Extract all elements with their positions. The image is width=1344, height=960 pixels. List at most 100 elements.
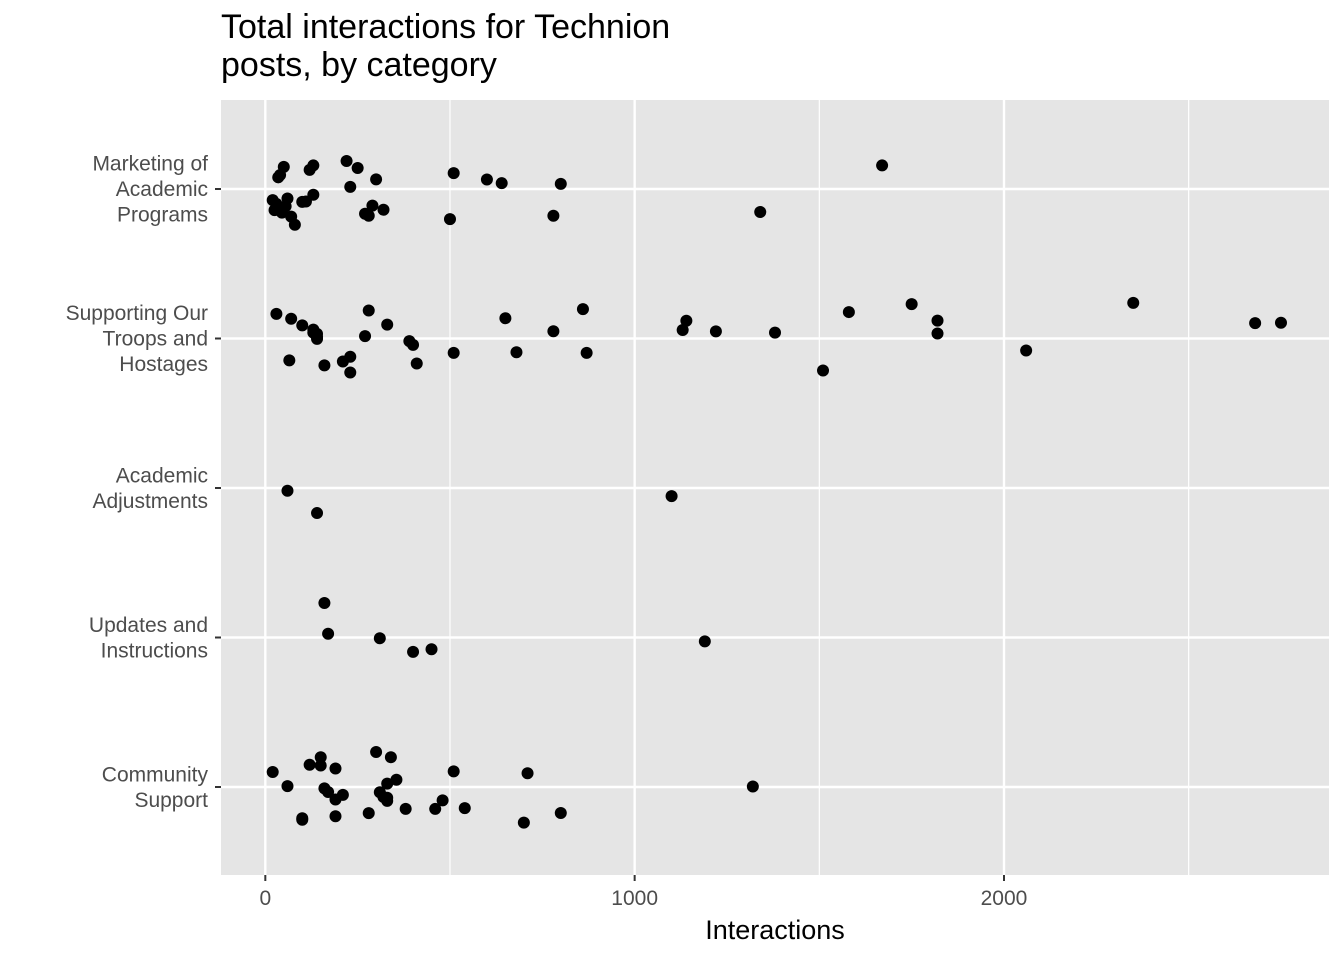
chart-title: Total interactions for Technion posts, b… xyxy=(221,8,921,84)
data-point xyxy=(521,767,534,780)
data-point xyxy=(580,346,593,359)
data-point xyxy=(443,213,456,226)
y-tick-label: Instructions xyxy=(101,639,208,662)
data-point xyxy=(931,314,944,327)
data-point xyxy=(311,331,324,344)
data-point xyxy=(905,298,918,311)
data-point xyxy=(373,632,386,645)
data-point xyxy=(362,304,375,317)
data-point xyxy=(266,766,279,779)
data-point xyxy=(817,364,830,377)
data-point xyxy=(303,163,316,176)
data-point xyxy=(554,177,567,190)
y-tick-label: Marketing of xyxy=(92,153,208,176)
data-point xyxy=(709,325,722,338)
data-point xyxy=(362,807,375,820)
data-point xyxy=(281,484,294,497)
data-point xyxy=(447,346,460,359)
data-point xyxy=(296,812,309,825)
data-point xyxy=(384,751,397,764)
data-point xyxy=(517,816,530,829)
data-point xyxy=(329,762,342,775)
data-point xyxy=(510,346,523,359)
data-point xyxy=(344,180,357,193)
data-point xyxy=(303,758,316,771)
data-point xyxy=(322,785,335,798)
data-point xyxy=(876,159,889,172)
data-point xyxy=(307,188,320,201)
data-points xyxy=(266,155,1287,829)
data-point xyxy=(314,759,327,772)
data-point xyxy=(495,177,508,190)
x-tick-label: 1000 xyxy=(611,887,658,910)
data-point xyxy=(746,780,759,793)
data-point xyxy=(359,207,372,220)
data-point xyxy=(407,338,420,351)
data-point xyxy=(665,490,678,503)
data-point xyxy=(377,203,390,216)
y-tick-label: Supporting Our xyxy=(66,302,208,325)
data-point xyxy=(314,751,327,764)
y-tick-label: Hostages xyxy=(119,353,208,376)
data-point xyxy=(318,596,331,609)
x-tick-label: 0 xyxy=(259,887,271,910)
data-point xyxy=(311,507,324,520)
data-point xyxy=(931,327,944,340)
data-point xyxy=(547,209,560,222)
data-point xyxy=(277,160,290,173)
data-point xyxy=(499,312,512,325)
y-tick-label: Community xyxy=(102,763,209,786)
data-point xyxy=(270,307,283,320)
data-point xyxy=(340,155,353,168)
y-tick-label: Academic xyxy=(116,178,208,201)
y-tick-label: Academic xyxy=(116,464,208,487)
data-point xyxy=(447,167,460,180)
data-point xyxy=(1249,317,1262,330)
data-point xyxy=(842,306,855,319)
data-point xyxy=(754,206,767,219)
data-point xyxy=(399,802,412,815)
y-tick-label: Programs xyxy=(117,204,208,227)
data-point xyxy=(425,643,438,656)
data-point xyxy=(344,366,357,379)
data-point xyxy=(576,303,589,316)
data-point xyxy=(336,355,349,368)
data-point xyxy=(407,645,420,658)
data-point xyxy=(676,324,689,337)
x-tick-label: 2000 xyxy=(981,887,1028,910)
data-point xyxy=(285,312,298,325)
chart-title-line-2: posts, by category xyxy=(221,46,497,84)
data-point xyxy=(370,173,383,186)
data-point xyxy=(698,635,711,648)
data-point xyxy=(547,325,560,338)
data-point xyxy=(281,780,294,793)
data-point xyxy=(272,171,285,184)
data-point xyxy=(283,354,296,367)
data-point xyxy=(390,773,403,786)
data-point xyxy=(480,173,493,186)
data-point xyxy=(680,314,693,327)
data-point xyxy=(359,330,372,343)
data-point xyxy=(1274,316,1287,329)
data-point xyxy=(373,786,386,799)
data-point xyxy=(329,793,342,806)
y-tick-label: Troops and xyxy=(103,328,208,351)
data-point xyxy=(1020,344,1033,357)
data-point xyxy=(429,802,442,815)
y-tick-label: Support xyxy=(134,789,208,812)
x-axis-title: Interactions xyxy=(705,915,845,945)
data-point xyxy=(381,777,394,790)
data-point xyxy=(381,318,394,331)
data-point xyxy=(351,162,364,175)
data-point xyxy=(285,210,298,223)
data-point xyxy=(1127,296,1140,309)
data-point xyxy=(322,627,335,640)
data-point xyxy=(447,765,460,778)
data-point xyxy=(296,319,309,332)
chart-title-line-1: Total interactions for Technion xyxy=(221,8,671,46)
data-point xyxy=(329,810,342,823)
data-point xyxy=(381,794,394,807)
data-point xyxy=(410,357,423,370)
